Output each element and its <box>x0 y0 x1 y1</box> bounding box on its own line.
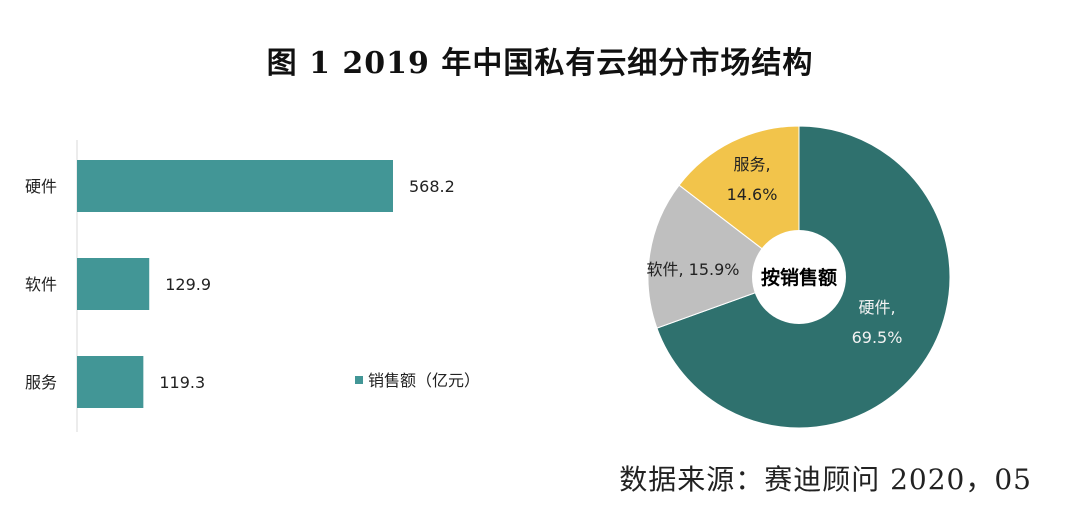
category-label: 服务 <box>25 373 57 392</box>
source-note: 数据来源：赛迪顾问 2020，05 <box>619 463 1032 496</box>
slice-label: 69.5% <box>852 328 903 347</box>
slice-label: 服务, <box>733 155 770 174</box>
slice-软件 <box>647 184 801 329</box>
bar-0 <box>77 160 393 212</box>
legend-swatch <box>355 376 363 384</box>
figure-title: 图 1 2019 年中国私有云细分市场结构 <box>266 46 814 81</box>
category-label: 硬件 <box>25 177 57 196</box>
bar-chart: 硬件 568.2 软件 129.9 服务 119.3 销售额（亿元） <box>25 140 480 432</box>
bar-1 <box>77 258 150 310</box>
legend-label: 销售额（亿元） <box>368 371 480 390</box>
slice-服务 <box>678 125 800 279</box>
slice-label: 14.6% <box>727 185 778 204</box>
category-label: 软件 <box>25 275 57 294</box>
data-label: 119.3 <box>159 373 205 392</box>
donut-center-label: 按销售额 <box>761 266 837 289</box>
data-label: 129.9 <box>165 275 211 294</box>
bar-2 <box>77 356 144 408</box>
slice-label: 软件, 15.9% <box>646 260 739 279</box>
donut-chart: 硬件, 69.5% 软件, 15.9% 服务, 14.6% 按销售额 <box>646 125 951 429</box>
donut-hole <box>752 230 846 324</box>
data-label: 568.2 <box>409 177 455 196</box>
slice-label: 硬件, <box>858 298 895 317</box>
